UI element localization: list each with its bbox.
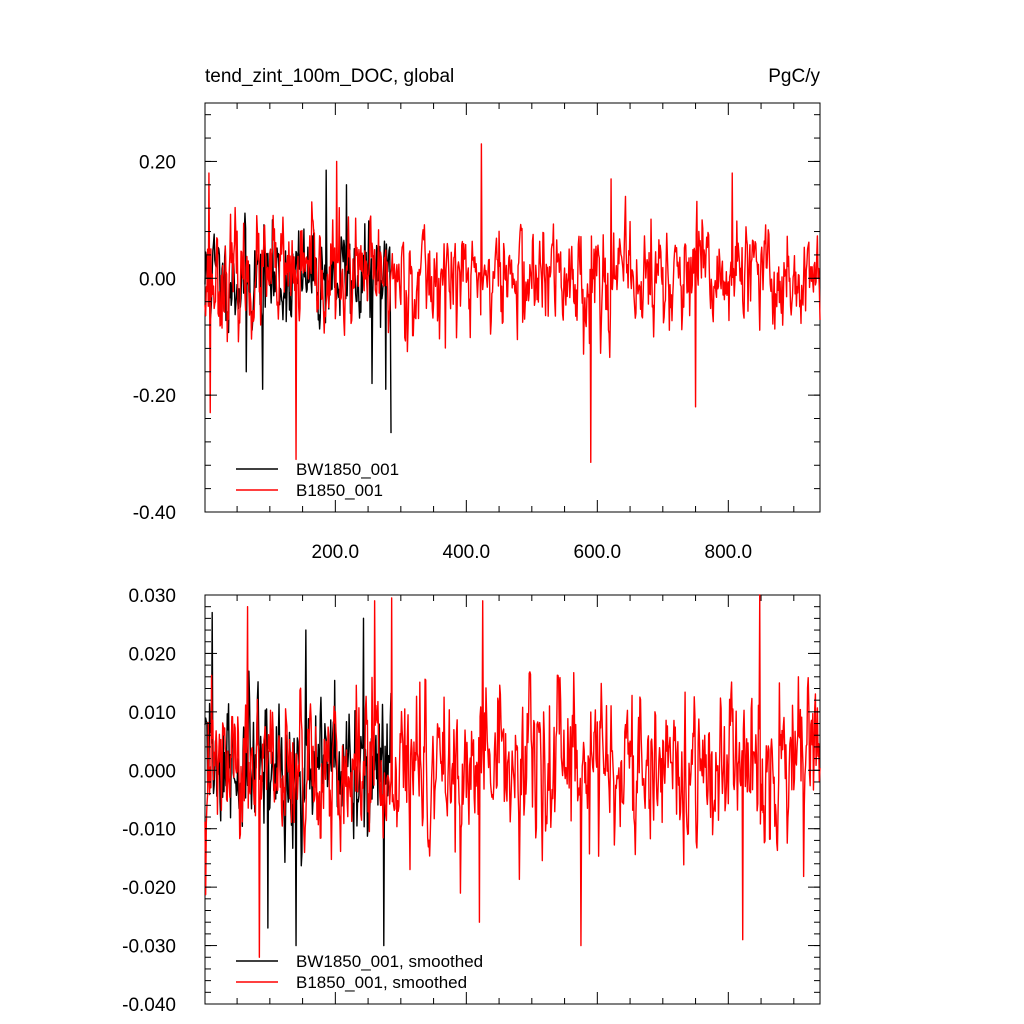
series-line-bottom-1 [204,594,821,958]
y-tick-label: 0.030 [128,586,176,607]
y-tick-label: -0.40 [133,503,176,524]
y-tick-label: 0.020 [128,644,176,665]
x-tick-label: 800.0 [705,542,753,563]
y-tick-label: -0.040 [122,995,176,1016]
y-tick-label: -0.030 [122,937,176,958]
y-tick-label: 0.000 [128,761,176,782]
y-tick-label: -0.010 [122,820,176,841]
y-tick-label: -0.20 [133,386,176,407]
y-tick-label: -0.020 [122,878,176,899]
x-tick-label: 400.0 [443,542,491,563]
legend-label: BW1850_001, smoothed [296,952,483,971]
bottom-panel: -0.040 -0.030 -0.020 -0.010 0.000 0.010 0.020 0… [122,586,821,1016]
legend-label: BW1850_001 [296,460,399,479]
legend-label: B1850_001 [296,481,383,500]
y-tick-label: 0.010 [128,703,176,724]
y-tick-label: 0.00 [139,269,176,290]
top-title-left: tend_zint_100m_DOC, global [205,66,454,87]
x-tick-label: 200.0 [312,542,360,563]
top-title-right: PgC/y [768,66,820,87]
series-line-top-1 [204,143,821,464]
legend-label: B1850_001, smoothed [296,973,467,992]
bottom-plot-frame [204,594,821,1005]
x-tick-label: 600.0 [574,542,622,563]
top-panel: tend_zint_100m_DOC, global PgC/y -0.40 -0… [133,66,821,563]
y-tick-label: 0.20 [139,152,176,173]
